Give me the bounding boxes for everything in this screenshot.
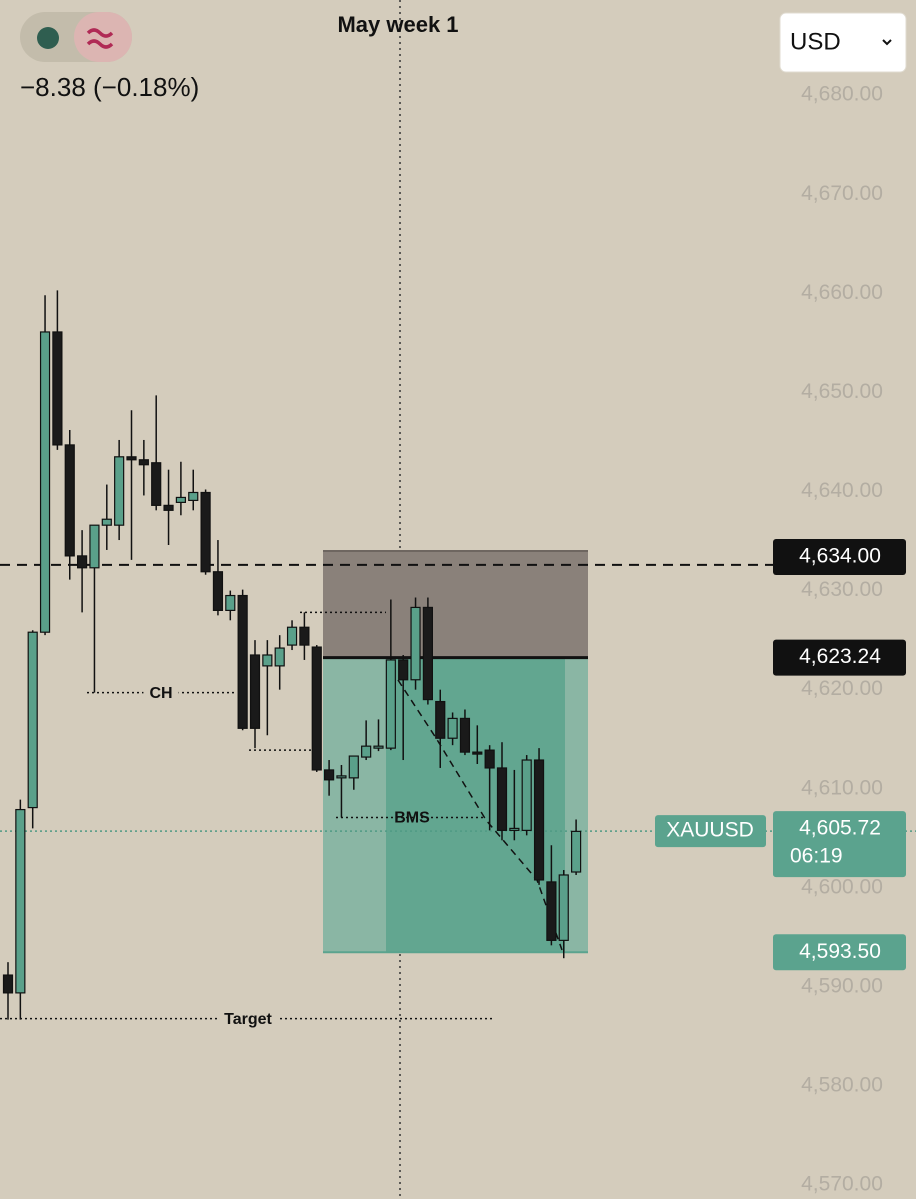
plot: 4,680.00 4,670.00 4,660.00 4,650.00 4,640.00… — [0, 83, 916, 1196]
price-badge-label: 4,623.24 — [799, 645, 881, 668]
y-tick-label: 4,610.00 — [801, 776, 883, 799]
y-tick-label: 4,580.00 — [801, 1074, 883, 1097]
candle-body — [274, 647, 285, 667]
candle-body — [138, 459, 149, 466]
y-tick-label: 4,620.00 — [801, 677, 883, 700]
candle-body — [324, 769, 335, 781]
candle-body — [533, 759, 545, 881]
symbol-badge — [655, 815, 766, 848]
y-tick-label: 4,660.00 — [801, 281, 883, 304]
candle-body — [163, 504, 174, 511]
y-tick-label: 4,650.00 — [801, 380, 883, 403]
currency-dropdown[interactable] — [779, 12, 907, 73]
price-change: −8.38 (−0.18%) — [20, 72, 199, 102]
candle-body — [422, 606, 433, 701]
annotation-label: Target — [224, 1011, 272, 1028]
price-badge-label: 4,605.72 — [799, 817, 881, 840]
countdown: 06:19 — [790, 845, 843, 868]
candle-body — [435, 700, 446, 739]
price-badge-label: 4,634.00 — [799, 544, 881, 567]
y-tick-label: 4,670.00 — [801, 182, 883, 205]
candle-body — [496, 767, 508, 831]
candle-body — [570, 830, 582, 873]
candle-body — [509, 827, 520, 831]
candle-body — [27, 631, 38, 809]
symbol-label: XAUUSD — [666, 819, 754, 842]
candle-body — [39, 331, 51, 633]
currency-label: USD — [790, 28, 841, 55]
candle-body — [262, 654, 273, 667]
candle-body — [76, 555, 88, 569]
status-dot — [37, 27, 59, 49]
price-badge-label: 4,593.50 — [799, 940, 881, 963]
candle-body — [64, 444, 75, 557]
annotation-label: CH — [149, 685, 172, 702]
annotation-label: BMS — [394, 810, 430, 827]
candle-body — [385, 659, 396, 749]
candle-body — [200, 491, 211, 573]
candle-body — [410, 606, 421, 681]
candle-body — [249, 654, 261, 729]
candle-body — [336, 775, 347, 779]
candle-body — [546, 881, 557, 941]
candle-body — [188, 491, 199, 502]
candle-body — [398, 659, 409, 681]
candle-body — [447, 717, 458, 739]
y-tick-label: 4,570.00 — [801, 1173, 883, 1196]
candle-body — [237, 594, 248, 729]
candle-body — [15, 808, 26, 994]
candle-body — [373, 745, 384, 749]
candle-body — [2, 974, 14, 994]
price-badge — [773, 639, 906, 676]
y-tick-label: 4,590.00 — [801, 974, 883, 997]
candle-body — [348, 755, 359, 779]
candle-body — [472, 751, 483, 755]
candle-body — [484, 749, 495, 769]
candle-body — [126, 456, 137, 461]
y-tick-label: 4,630.00 — [801, 578, 883, 601]
price-badge — [773, 934, 906, 971]
candle-body — [225, 594, 236, 612]
trend-path — [397, 679, 563, 951]
candle-body — [89, 524, 100, 569]
price-badge — [773, 538, 906, 575]
candle-body — [52, 331, 63, 446]
chart-title: May week 1 — [337, 12, 458, 37]
candle-body — [151, 462, 162, 506]
price-badge — [773, 811, 906, 878]
candle-body — [101, 518, 112, 526]
candle-body — [459, 717, 471, 753]
candle-body — [212, 571, 224, 611]
dropdown-chevron — [882, 39, 892, 46]
y-tick-label: 4,600.00 — [801, 875, 883, 898]
candle-body — [114, 456, 125, 526]
approx-icon — [86, 28, 114, 49]
y-tick-label: 4,680.00 — [801, 83, 883, 106]
annotation-bg — [218, 1008, 279, 1030]
candle-body — [311, 646, 322, 771]
candle-body — [286, 626, 298, 646]
candle-body — [299, 626, 310, 646]
risk-zone — [323, 550, 588, 658]
candle-body — [521, 759, 532, 831]
y-tick-label: 4,640.00 — [801, 479, 883, 502]
annotation-bg — [143, 682, 179, 704]
candle-body — [175, 496, 186, 503]
candle-body — [361, 745, 372, 758]
candle-body — [558, 874, 569, 941]
